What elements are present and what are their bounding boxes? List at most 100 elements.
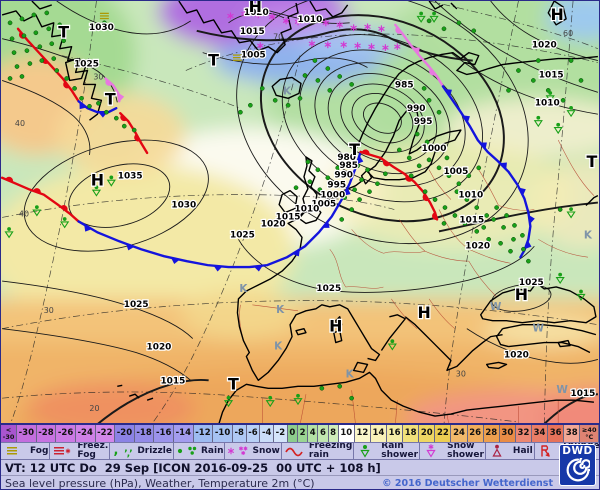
- shower-map-symbol: [32, 205, 42, 217]
- shower-map-symbol: [265, 395, 275, 408]
- snow-icon: [228, 446, 248, 455]
- temp-scale-cell: 16: [387, 425, 404, 442]
- airmass-label: W: [556, 384, 568, 396]
- shower-map-symbol: [106, 175, 116, 187]
- airmass-label: W: [533, 323, 545, 335]
- svg-text:,: ,: [114, 443, 119, 458]
- freezing-rain-icon: [285, 447, 303, 457]
- legend-item-label: Freezing rain: [308, 443, 353, 460]
- pressure-value-label: 990: [407, 104, 426, 114]
- shower-map-symbol: [566, 207, 576, 219]
- thunderstorm-icon: [540, 445, 550, 457]
- pressure-value-label: 1025: [316, 284, 341, 294]
- shower-map-symbol: [545, 91, 555, 103]
- temp-scale-cell: 10: [338, 425, 355, 442]
- hail-icon: [492, 444, 502, 457]
- legend-item-label: Fog: [30, 445, 49, 456]
- weather-symbol-legend: Fog Freez. Fog,,,, Drizzle Rain Snow Freezing…: [1, 443, 599, 460]
- graticule-label: 30: [456, 369, 466, 378]
- snow-map-symbol: [340, 41, 347, 49]
- airmass-label: K: [346, 368, 355, 380]
- rain-map-symbol: [408, 173, 414, 179]
- pressure-value-label: 1015: [539, 70, 564, 80]
- temp-scale-cell: 28: [483, 425, 500, 442]
- rain-map-symbol: [491, 217, 496, 222]
- rain-map-symbol: [79, 95, 84, 101]
- legend-item-label: Snow shower: [447, 443, 484, 460]
- rain-map-symbol: [383, 171, 388, 177]
- pressure-value-label: 1005: [311, 200, 336, 210]
- svg-text:,: ,: [127, 449, 130, 459]
- temp-scale-cell: 36: [548, 425, 565, 442]
- airmass-label: K: [276, 304, 285, 316]
- rain-map-symbol: [315, 78, 321, 83]
- rain-map-symbol: [442, 205, 448, 210]
- rain-map-symbol: [337, 183, 343, 189]
- pressure-value-label: 1015: [276, 212, 301, 222]
- rain-map-symbol: [349, 395, 354, 401]
- shower-map-symbol: [4, 227, 14, 239]
- rain-map-symbol: [441, 26, 447, 32]
- rain-map-symbol: [396, 147, 402, 153]
- temp-scale-cell: -22: [95, 425, 116, 442]
- fog-map-symbol: [232, 54, 242, 61]
- rain-map-symbol: [476, 165, 482, 171]
- rain-map-symbol: [11, 50, 17, 55]
- rain-map-symbol: [426, 97, 432, 103]
- low-center-label: T: [349, 140, 360, 159]
- airmass-label: K: [584, 229, 593, 241]
- rain-map-symbol: [498, 240, 503, 246]
- rain-map-symbol: [494, 205, 499, 210]
- temp-scale-cell: -30: [17, 425, 37, 442]
- occluded-front: [104, 77, 121, 103]
- shower-map-symbol: [555, 272, 565, 285]
- snow-map-symbol: [382, 44, 389, 52]
- rain-map-symbol: [327, 193, 333, 198]
- temp-scale-cell: 12: [354, 425, 371, 442]
- snow-map-symbol: [394, 43, 401, 51]
- rain-map-symbol: [272, 97, 278, 103]
- graticule-label: 70: [273, 33, 283, 42]
- rain-map-symbol: [471, 28, 477, 34]
- rain-map-symbol: [325, 66, 331, 71]
- temp-scale-cell: 22: [435, 425, 452, 442]
- rain-map-symbol: [520, 233, 525, 238]
- dwd-spiral-icon: [566, 458, 590, 482]
- snow-map-symbol: [268, 13, 276, 21]
- pressure-value-label: 1020: [504, 350, 529, 360]
- shower-map-symbol: [576, 289, 586, 301]
- warm-front: [1, 176, 80, 223]
- pressure-value-label: 1020: [532, 41, 557, 51]
- rain-map-symbol: [516, 68, 521, 73]
- temp-scale-cell: 20: [419, 425, 436, 442]
- temp-scale-cell: -28: [36, 425, 57, 442]
- snow-shower-icon: [426, 444, 436, 458]
- rain-map-symbol: [339, 217, 345, 222]
- legend-item-label: Hail: [512, 445, 533, 456]
- pressure-value-label: 985: [395, 80, 414, 90]
- shower-map-symbol: [429, 11, 439, 23]
- pressure-value-label: 1015: [571, 389, 596, 399]
- snow-map-symbol: [294, 18, 302, 26]
- graticule-layer: [2, 1, 599, 425]
- rain-map-symbol: [441, 221, 447, 226]
- rain-map-symbol: [464, 197, 470, 202]
- temp-scale-cell: 0: [287, 425, 298, 442]
- rain-map-symbol: [46, 26, 52, 32]
- rain-map-symbol: [501, 225, 506, 230]
- rain-map-symbol: [504, 213, 509, 218]
- coastline-layer: [1, 1, 599, 425]
- airmass-label: W: [490, 301, 502, 313]
- graticule-label: 60: [563, 29, 573, 38]
- rain-map-symbol: [347, 173, 352, 179]
- rain-map-symbol: [312, 58, 318, 63]
- rain-map-symbol: [7, 20, 13, 26]
- rain-map-symbol: [9, 36, 15, 42]
- pressure-value-label: 1020: [465, 241, 490, 251]
- pressure-value-label: 1030: [171, 201, 196, 211]
- high-center-label: H: [515, 285, 528, 304]
- temp-scale-cell: 6: [318, 425, 329, 442]
- pressure-value-label: 1035: [118, 172, 143, 182]
- legend-item-freezing-rain: Freezing rain: [282, 443, 355, 460]
- fog-icon: [7, 447, 17, 455]
